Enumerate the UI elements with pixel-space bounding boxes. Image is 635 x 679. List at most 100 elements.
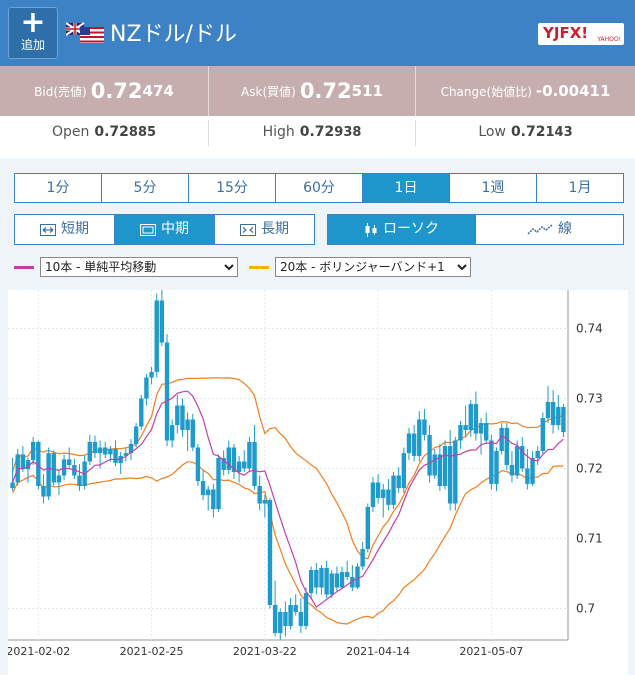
candle-body	[545, 402, 551, 419]
candle-body	[535, 451, 540, 458]
candlestick-button[interactable]: ローソク	[328, 215, 476, 244]
tab-5min[interactable]: 5分	[102, 174, 189, 202]
candle-body	[180, 405, 185, 430]
tab-1week[interactable]: 1週	[450, 174, 537, 202]
candle-body	[308, 570, 314, 594]
candle-body	[324, 567, 329, 595]
candle-body	[216, 458, 221, 510]
candle-body	[381, 489, 386, 498]
bb-select[interactable]: 20本 - ボリンジャーバンド+1	[275, 257, 471, 277]
candle-body	[509, 465, 515, 476]
candle-body	[154, 300, 159, 372]
candle-body	[190, 419, 195, 448]
price-chart[interactable]: 0.7 0.71 0.72 0.73 0.74 2021-02-02 2021-02-25 2…	[6, 287, 628, 675]
period-long-label: 長期	[261, 221, 289, 237]
yjfx-logo[interactable]: YJFX! YAHOO!	[538, 23, 624, 45]
candle-body	[169, 425, 175, 441]
period-medium-button[interactable]: 中期	[115, 215, 215, 244]
candle-body	[360, 549, 365, 567]
candle-body	[221, 458, 226, 470]
candle-body	[272, 605, 278, 633]
open-label: Open	[51, 124, 90, 140]
candlestick-label: ローソク	[383, 221, 439, 237]
long-period-icon	[240, 223, 256, 236]
high-value-minor: 938	[334, 124, 362, 140]
candlestick-chart-svg: 0.7 0.71 0.72 0.73 0.74 2021-02-02 2021-02-25 2…	[6, 287, 603, 658]
candle-body	[422, 419, 427, 435]
divider	[415, 66, 416, 116]
tab-1day[interactable]: 1日	[363, 174, 450, 202]
moving-average-line	[12, 390, 564, 608]
candle-body	[128, 444, 134, 454]
timeframe-tabs: 1分 5分 15分 60分 1日 1週 1月	[14, 173, 624, 203]
candle-body	[525, 468, 530, 484]
add-button[interactable]: + 追加	[8, 7, 58, 59]
candle-body	[133, 426, 139, 444]
y-tick-label: 0.74	[576, 322, 603, 336]
candle-body	[350, 577, 355, 588]
candle-body	[67, 459, 72, 465]
change-value: -0.00411	[535, 82, 611, 100]
candle-body	[113, 448, 118, 463]
candle-body	[247, 441, 252, 469]
tab-1min[interactable]: 1分	[15, 174, 102, 202]
ask-value-minor: 511	[351, 82, 383, 100]
ma-select[interactable]: 10本 - 単純平均移動	[40, 257, 238, 277]
divider	[208, 120, 209, 146]
x-tick-label: 2021-03-22	[233, 645, 297, 658]
candle-body	[514, 446, 520, 476]
candle-body	[30, 441, 36, 461]
period-long-button[interactable]: 長期	[215, 215, 314, 244]
candle-body	[494, 451, 499, 484]
add-label: 追加	[20, 38, 45, 52]
candle-body	[417, 419, 422, 456]
candle-body	[550, 402, 556, 426]
candle-body	[41, 486, 46, 497]
candle-body	[25, 460, 31, 470]
quote-bar: Bid(売値) 0.72 474 Ask(買値) 0.72 511 Change(始…	[0, 66, 635, 116]
short-period-icon	[40, 223, 56, 236]
candle-body	[520, 446, 525, 469]
change-label: Change(始値比)	[440, 84, 532, 99]
tab-60min[interactable]: 60分	[276, 174, 363, 202]
candle-body	[540, 418, 546, 451]
candle-body	[46, 453, 51, 497]
candle-body	[442, 446, 448, 486]
candle-body	[334, 573, 340, 588]
candle-body	[478, 423, 484, 434]
candle-body	[447, 446, 453, 504]
low-label: Low	[478, 124, 506, 140]
period-segment: 短期 中期 長期	[14, 214, 315, 245]
high-stat: High 0.72 938	[209, 116, 415, 148]
tab-15min[interactable]: 15分	[189, 174, 276, 202]
ask-label: Ask(買値)	[241, 84, 296, 99]
open-stat: Open 0.72 885	[0, 116, 208, 148]
tab-1month[interactable]: 1月	[537, 174, 623, 202]
open-value-major: 0.72	[94, 124, 129, 140]
candle-body	[278, 612, 283, 633]
candle-body	[56, 475, 62, 483]
low-value-minor: 143	[545, 124, 573, 140]
line-chart-label: 線	[558, 221, 572, 237]
candle-body	[473, 404, 479, 434]
candle-body	[267, 500, 273, 605]
low-value-major: 0.72	[510, 124, 546, 140]
logo-subtext: YAHOO!	[597, 36, 621, 43]
candle-body	[195, 447, 201, 482]
y-tick-label: 0.71	[576, 532, 603, 546]
candle-body	[51, 453, 56, 483]
candle-body	[185, 419, 190, 430]
y-tick-label: 0.72	[576, 462, 603, 476]
candle-body	[164, 342, 170, 441]
candle-body	[345, 572, 350, 577]
bid-value-minor: 474	[142, 82, 174, 100]
candle-body	[103, 447, 108, 455]
nz-us-flag-icon	[66, 22, 104, 43]
candle-body	[484, 423, 489, 441]
candle-body	[77, 475, 82, 486]
period-short-button[interactable]: 短期	[15, 215, 115, 244]
plus-icon: +	[20, 5, 46, 40]
candle-body	[556, 406, 561, 426]
line-chart-button[interactable]: 線	[476, 215, 623, 244]
high-value-major: 0.72	[299, 124, 335, 140]
